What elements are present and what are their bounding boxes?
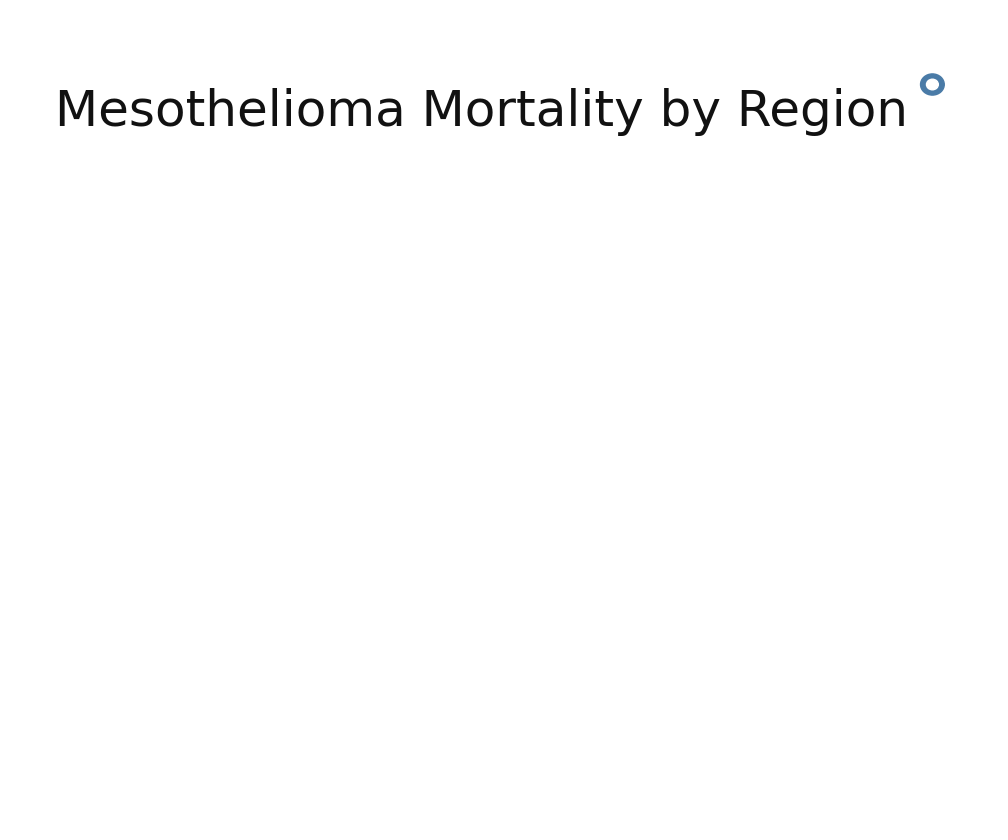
Circle shape xyxy=(926,79,938,90)
Text: Mesothelioma Mortality by Region: Mesothelioma Mortality by Region xyxy=(55,88,908,136)
Text: MW: MW xyxy=(909,38,956,57)
PathPatch shape xyxy=(895,69,970,96)
Circle shape xyxy=(920,74,944,95)
